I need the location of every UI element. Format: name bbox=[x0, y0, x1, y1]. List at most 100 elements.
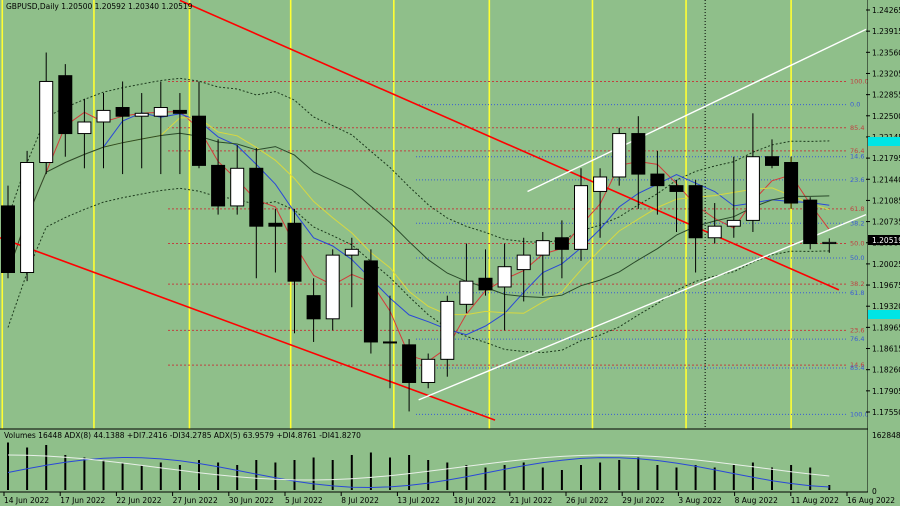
candle-bull bbox=[726, 219, 741, 227]
candle-bull bbox=[230, 167, 245, 207]
candle-bear bbox=[172, 109, 187, 114]
candle-bear bbox=[287, 222, 302, 282]
candle-bull bbox=[440, 300, 455, 360]
fib-red-label-7: 14.6 bbox=[850, 361, 864, 369]
candle-bull bbox=[745, 156, 760, 221]
volume-panel bbox=[7, 442, 831, 490]
fib-red-label-6: 23.6 bbox=[850, 326, 864, 334]
candle-bull bbox=[535, 240, 550, 256]
candle-bear bbox=[192, 115, 206, 166]
candle-bull bbox=[421, 358, 436, 383]
x-tick-label-14: 11 Aug 2022 bbox=[791, 496, 839, 505]
symbol-header: GBPUSD,Daily 1.20500 1.20592 1.20340 1.2… bbox=[6, 2, 193, 11]
lower-band bbox=[7, 187, 830, 354]
x-tick-label-2: 22 Jun 2022 bbox=[116, 496, 161, 505]
white-channel-upper-line bbox=[527, 28, 867, 193]
time-axis: 14 Jun 2022 17 Jun 2022 22 Jun 2022 27 Jun … bbox=[3, 492, 895, 505]
fib-blue-label-7: 85.4 bbox=[850, 364, 864, 372]
y-tick-label-12: 1.20025 bbox=[872, 260, 900, 269]
y-tick-label-15: 1.18965 bbox=[872, 323, 900, 332]
envelope-bands bbox=[7, 77, 830, 354]
fib-red-label-5: 38.2 bbox=[850, 280, 864, 288]
candle-bull bbox=[459, 280, 474, 305]
candle-bear bbox=[650, 173, 665, 187]
candle-bull bbox=[20, 162, 35, 273]
candle-bull bbox=[77, 121, 92, 135]
y-tick-label-1: 1.23915 bbox=[872, 27, 900, 36]
candle-bear bbox=[58, 75, 73, 135]
fib-blue-label-1: 14.6 bbox=[850, 153, 864, 161]
y-tick-label-13: 1.19675 bbox=[872, 281, 900, 290]
candle-bear bbox=[211, 164, 226, 207]
x-tick-label-7: 13 Jul 2022 bbox=[397, 496, 440, 505]
candle-bear bbox=[363, 260, 378, 343]
trend-channels bbox=[0, 0, 867, 421]
fib-red-label-4: 50.0 bbox=[850, 240, 864, 248]
x-tick-label-8: 18 Jul 2022 bbox=[454, 496, 497, 505]
candle-bull bbox=[39, 80, 54, 164]
candle-bear bbox=[688, 185, 703, 239]
fib-blue-label-0: 0.0 bbox=[850, 101, 860, 109]
x-tick-label-12: 3 Aug 2022 bbox=[678, 496, 721, 505]
candle-bear bbox=[1, 205, 15, 273]
y-tick-label-5: 1.22500 bbox=[872, 112, 900, 121]
fib-red-label-2: 76.4 bbox=[850, 147, 864, 155]
cyan-marker-top bbox=[868, 137, 900, 146]
indicator-header: Volumes 16448 ADX(8) 44.1388 +DI7.2416 -… bbox=[4, 431, 361, 440]
candle-bull bbox=[574, 185, 588, 250]
y-tick-label-7: 1.21795 bbox=[872, 154, 900, 163]
candle-bull bbox=[593, 176, 608, 192]
adx-line bbox=[7, 456, 830, 489]
current-price-tag bbox=[868, 235, 900, 245]
candle-bull bbox=[325, 254, 340, 320]
candle-bull bbox=[134, 112, 149, 117]
candle-bull bbox=[153, 107, 168, 117]
candle-bear bbox=[803, 199, 818, 245]
candle-bear bbox=[115, 107, 130, 117]
candle-bull bbox=[497, 266, 512, 288]
volume-min-label: 0 bbox=[872, 487, 877, 496]
candle-bear bbox=[306, 295, 321, 320]
fib-red-label-3: 61.8 bbox=[850, 205, 864, 213]
candle-bear bbox=[765, 156, 779, 166]
y-tick-label-18: 1.17905 bbox=[872, 387, 900, 396]
fib-red-label-0: 100.0 bbox=[850, 77, 869, 85]
x-tick-label-4: 30 Jun 2022 bbox=[229, 496, 274, 505]
y-tick-label-17: 1.18260 bbox=[872, 366, 900, 375]
y-tick-label-9: 1.21085 bbox=[872, 196, 900, 205]
candle-bear bbox=[268, 222, 283, 227]
fib-blue-label-2: 23.6 bbox=[850, 176, 864, 184]
y-tick-label-14: 1.19320 bbox=[872, 302, 900, 311]
fib-blue-label-3: 38.2 bbox=[850, 219, 864, 227]
fib-red-label-1: 85.4 bbox=[850, 124, 864, 132]
y-tick-label-10: 1.20735 bbox=[872, 218, 900, 227]
cyan-marker-bottom bbox=[868, 310, 900, 319]
price-axis-bg bbox=[868, 0, 900, 506]
x-tick-label-13: 8 Aug 2022 bbox=[735, 496, 778, 505]
x-tick-label-3: 27 Jun 2022 bbox=[173, 496, 218, 505]
x-tick-label-1: 17 Jun 2022 bbox=[60, 496, 105, 505]
red-channel-upper-line bbox=[179, 0, 840, 291]
white-channel-lower-line bbox=[418, 213, 867, 401]
di-line bbox=[7, 454, 830, 481]
x-tick-label-0: 14 Jun 2022 bbox=[4, 496, 49, 505]
x-tick-label-10: 26 Jul 2022 bbox=[566, 496, 609, 505]
candle-bull bbox=[516, 254, 531, 271]
candlesticks bbox=[1, 52, 837, 412]
candle-bear bbox=[631, 133, 646, 175]
candle-bull bbox=[822, 241, 837, 245]
y-tick-label-8: 1.21440 bbox=[872, 175, 900, 184]
x-tick-label-9: 21 Jul 2022 bbox=[510, 496, 553, 505]
candle-bull bbox=[344, 248, 359, 256]
fib-blue-label-8: 100.0 bbox=[850, 410, 869, 418]
candle-bear bbox=[249, 167, 264, 227]
price-axis: 1.24265 1.23915 1.23560 1.23205 1.22855 1.225… bbox=[866, 6, 900, 417]
x-tick-label-6: 8 Jul 2022 bbox=[341, 496, 379, 505]
fib-blue-label-5: 61.8 bbox=[850, 289, 864, 297]
x-tick-label-15: 16 Aug 2022 bbox=[847, 496, 895, 505]
upper-band bbox=[7, 77, 830, 244]
candle-bear bbox=[784, 162, 799, 204]
candle-bear bbox=[402, 344, 417, 383]
current-price-label: 1.20519 bbox=[872, 236, 900, 245]
volume-max-label: 162848 bbox=[872, 431, 900, 440]
